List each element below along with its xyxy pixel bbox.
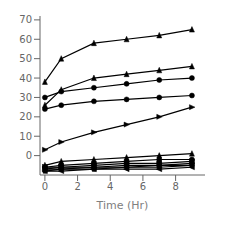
svg-text:30: 30 xyxy=(19,92,32,103)
svg-text:0: 0 xyxy=(26,150,32,161)
svg-text:70: 70 xyxy=(19,14,32,25)
svg-text:Time (Hr): Time (Hr) xyxy=(96,199,149,212)
svg-text:10: 10 xyxy=(19,131,32,142)
svg-text:8: 8 xyxy=(172,181,178,192)
svg-text:20: 20 xyxy=(19,111,32,122)
svg-text:40: 40 xyxy=(19,73,32,84)
svg-text:50: 50 xyxy=(19,53,32,64)
svg-text:60: 60 xyxy=(19,34,32,45)
svg-text:2: 2 xyxy=(74,181,80,192)
svg-text:4: 4 xyxy=(107,181,113,192)
svg-text:6: 6 xyxy=(140,181,146,192)
svg-text:0: 0 xyxy=(42,181,48,192)
